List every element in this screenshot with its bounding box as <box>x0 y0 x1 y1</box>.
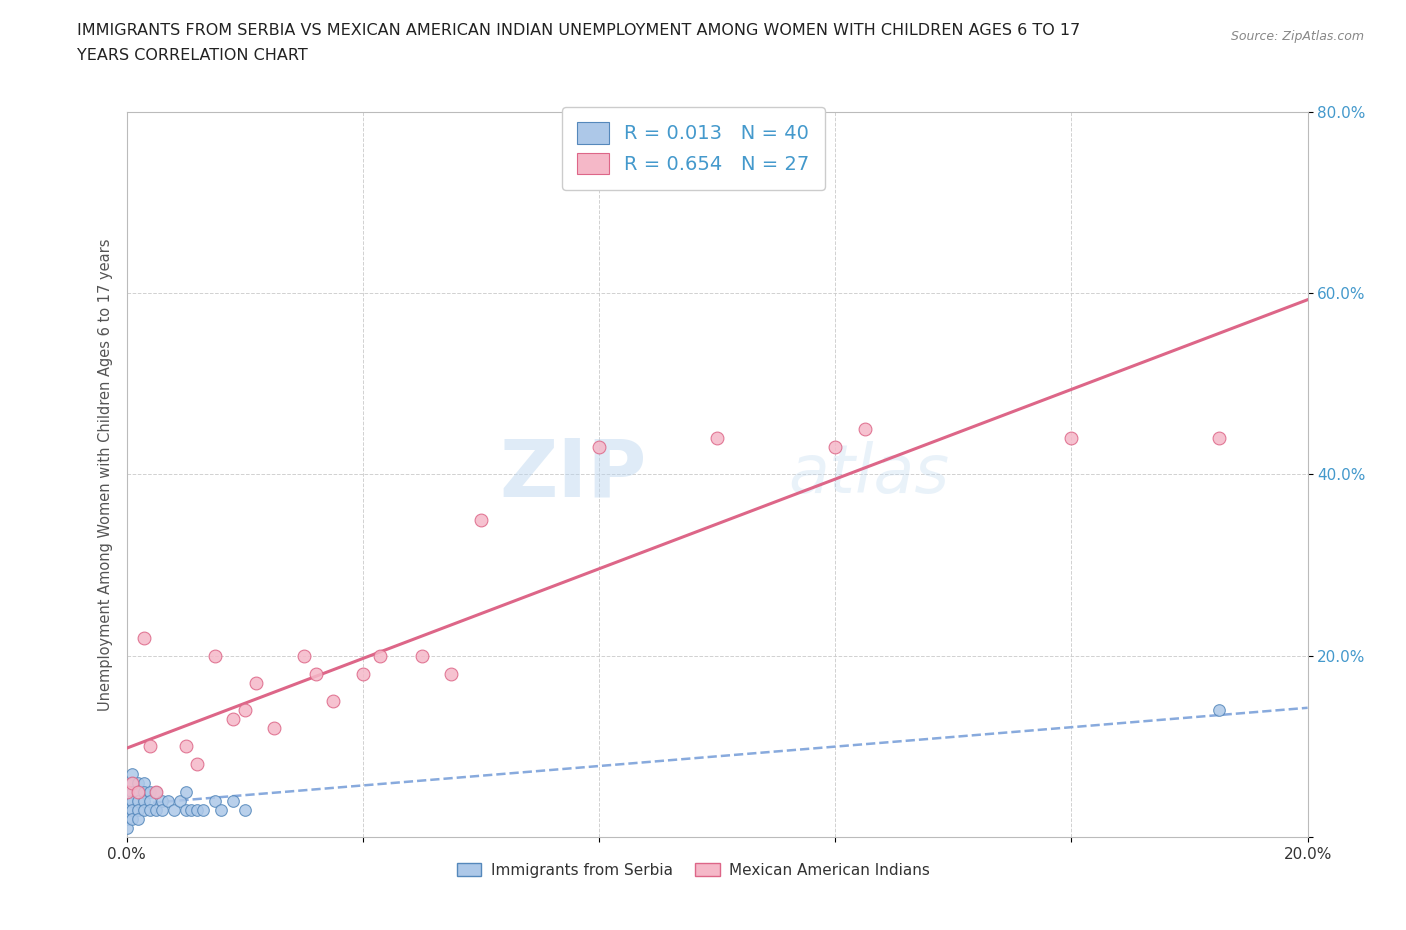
Point <box>121 776 143 790</box>
Point <box>174 784 197 799</box>
Point <box>145 803 167 817</box>
Point <box>1060 431 1083 445</box>
Point <box>292 648 315 663</box>
Legend: Immigrants from Serbia, Mexican American Indians: Immigrants from Serbia, Mexican American… <box>451 857 936 884</box>
Point <box>134 784 156 799</box>
Text: Source: ZipAtlas.com: Source: ZipAtlas.com <box>1230 30 1364 43</box>
Point <box>411 648 433 663</box>
Point <box>121 776 143 790</box>
Point <box>150 793 173 808</box>
Point <box>174 803 197 817</box>
Point <box>115 784 138 799</box>
Point <box>127 811 149 827</box>
Point <box>304 667 326 682</box>
Point <box>121 811 143 827</box>
Point <box>233 703 256 718</box>
Point <box>440 667 463 682</box>
Point <box>134 803 156 817</box>
Point <box>245 675 267 690</box>
Point <box>139 803 162 817</box>
Point <box>209 803 232 817</box>
Point <box>127 776 149 790</box>
Point <box>127 784 149 799</box>
Point <box>115 820 138 835</box>
Point <box>163 803 186 817</box>
Point <box>139 793 162 808</box>
Point <box>204 793 226 808</box>
Point <box>121 784 143 799</box>
Point <box>222 711 245 726</box>
Point <box>134 793 156 808</box>
Point <box>588 440 610 455</box>
Point <box>134 631 156 645</box>
Point <box>824 440 846 455</box>
Text: ZIP: ZIP <box>499 435 647 513</box>
Point <box>1208 703 1230 718</box>
Point <box>121 803 143 817</box>
Text: IMMIGRANTS FROM SERBIA VS MEXICAN AMERICAN INDIAN UNEMPLOYMENT AMONG WOMEN WITH : IMMIGRANTS FROM SERBIA VS MEXICAN AMERIC… <box>77 23 1081 38</box>
Point <box>193 803 215 817</box>
Point <box>150 803 173 817</box>
Point <box>134 776 156 790</box>
Point <box>139 738 162 753</box>
Point <box>169 793 191 808</box>
Point <box>853 421 876 436</box>
Point <box>121 766 143 781</box>
Point <box>180 803 202 817</box>
Point <box>127 793 149 808</box>
Point <box>127 784 149 799</box>
Point <box>145 784 167 799</box>
Point <box>322 694 344 709</box>
Text: atlas: atlas <box>787 442 949 507</box>
Point <box>139 784 162 799</box>
Point <box>222 793 245 808</box>
Point <box>145 784 167 799</box>
Point <box>127 803 149 817</box>
Y-axis label: Unemployment Among Women with Children Ages 6 to 17 years: Unemployment Among Women with Children A… <box>97 238 112 711</box>
Point <box>121 793 143 808</box>
Point <box>1208 431 1230 445</box>
Point <box>186 757 208 772</box>
Point <box>115 784 138 799</box>
Point <box>370 648 392 663</box>
Point <box>156 793 179 808</box>
Point <box>263 721 285 736</box>
Point <box>115 803 138 817</box>
Point <box>233 803 256 817</box>
Point <box>470 512 492 527</box>
Point <box>115 793 138 808</box>
Point <box>706 431 728 445</box>
Point <box>115 811 138 827</box>
Point <box>174 738 197 753</box>
Point <box>186 803 208 817</box>
Point <box>352 667 374 682</box>
Text: YEARS CORRELATION CHART: YEARS CORRELATION CHART <box>77 48 308 63</box>
Point <box>204 648 226 663</box>
